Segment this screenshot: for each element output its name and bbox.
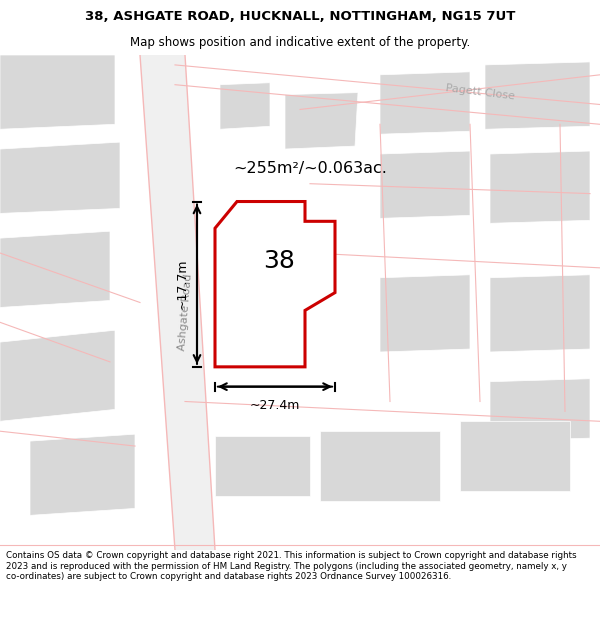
Polygon shape [380,275,470,352]
Text: 38: 38 [263,249,295,273]
Polygon shape [380,72,470,134]
Polygon shape [140,55,215,550]
Text: Ashgate Road: Ashgate Road [176,274,193,351]
Text: ~255m²/~0.063ac.: ~255m²/~0.063ac. [233,161,387,176]
Polygon shape [285,92,358,149]
Polygon shape [215,436,310,496]
Text: Map shows position and indicative extent of the property.: Map shows position and indicative extent… [130,36,470,49]
Polygon shape [0,330,115,421]
Polygon shape [490,379,590,441]
Polygon shape [485,62,590,129]
Polygon shape [220,82,270,129]
Polygon shape [0,55,115,129]
Polygon shape [460,421,570,491]
Polygon shape [215,201,335,367]
Text: Pagett Close: Pagett Close [445,83,515,102]
Text: ~27.4m: ~27.4m [250,399,300,411]
Polygon shape [490,151,590,223]
Text: ~17.7m: ~17.7m [176,259,189,309]
Polygon shape [320,431,440,501]
Polygon shape [490,275,590,352]
Polygon shape [380,151,470,218]
Polygon shape [0,142,120,213]
Text: Contains OS data © Crown copyright and database right 2021. This information is : Contains OS data © Crown copyright and d… [6,551,577,581]
Text: 38, ASHGATE ROAD, HUCKNALL, NOTTINGHAM, NG15 7UT: 38, ASHGATE ROAD, HUCKNALL, NOTTINGHAM, … [85,10,515,23]
Polygon shape [0,231,110,308]
Polygon shape [30,434,135,516]
